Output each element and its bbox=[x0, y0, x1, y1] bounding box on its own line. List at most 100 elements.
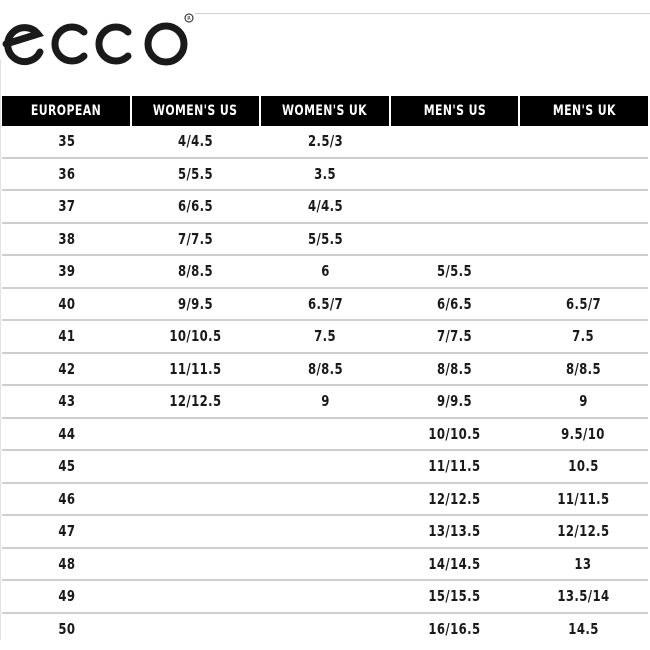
header-mens-uk: MEN'S UK bbox=[520, 96, 648, 126]
cell-womens-uk: 8/8.5 bbox=[307, 359, 343, 378]
cell-mens-uk bbox=[519, 256, 648, 287]
cell-womens-us bbox=[131, 484, 260, 515]
table-row: 43 12/12.5 9 9/9.5 9 bbox=[2, 386, 648, 419]
cell-european: 42 bbox=[58, 359, 76, 378]
cell-womens-us: 5/5.5 bbox=[178, 164, 214, 183]
cell-womens-us bbox=[131, 549, 260, 580]
cell-womens-uk bbox=[260, 516, 389, 547]
header-womens-us: WOMEN'S US bbox=[131, 96, 260, 126]
table-row: 49 15/15.5 13.5/14 bbox=[2, 581, 648, 614]
cell-european: 44 bbox=[58, 424, 76, 443]
cell-mens-uk: 14.5 bbox=[568, 619, 599, 638]
cell-mens-us: 8/8.5 bbox=[436, 359, 472, 378]
cell-womens-uk bbox=[260, 614, 389, 645]
cell-womens-us: 7/7.5 bbox=[178, 229, 214, 248]
cell-mens-uk: 13 bbox=[574, 554, 592, 573]
top-divider bbox=[195, 13, 650, 14]
cell-womens-uk: 3.5 bbox=[314, 164, 336, 183]
cell-european: 39 bbox=[58, 262, 76, 281]
cell-mens-us: 6/6.5 bbox=[436, 294, 472, 313]
cell-european: 37 bbox=[58, 197, 76, 216]
table-header: EUROPEAN WOMEN'S US WOMEN'S UK MEN'S US … bbox=[2, 96, 648, 126]
cell-womens-us: 8/8.5 bbox=[178, 262, 214, 281]
cell-european: 36 bbox=[58, 164, 76, 183]
cell-mens-uk bbox=[519, 159, 648, 190]
cell-womens-us: 6/6.5 bbox=[178, 197, 214, 216]
cell-womens-uk: 9 bbox=[320, 392, 330, 411]
cell-mens-us: 11/11.5 bbox=[428, 457, 481, 476]
cell-mens-uk: 7.5 bbox=[572, 327, 595, 346]
table-row: 47 13/13.5 12/12.5 bbox=[2, 516, 648, 549]
cell-womens-uk bbox=[260, 484, 389, 515]
cell-mens-us bbox=[390, 159, 519, 190]
cell-womens-uk: 5/5.5 bbox=[307, 229, 343, 248]
table-row: 44 10/10.5 9.5/10 bbox=[2, 419, 648, 451]
cell-mens-uk: 9.5/10 bbox=[561, 424, 606, 443]
cell-mens-uk: 9 bbox=[579, 392, 588, 411]
cell-mens-uk: 6.5/7 bbox=[565, 294, 601, 313]
cell-womens-uk bbox=[260, 451, 389, 482]
table-row: 48 14/14.5 13 bbox=[2, 549, 648, 581]
header-european: EUROPEAN bbox=[2, 96, 130, 126]
cell-european: 45 bbox=[58, 457, 76, 476]
ecco-logo: R bbox=[2, 13, 194, 66]
cell-womens-uk: 7.5 bbox=[314, 327, 336, 346]
cell-womens-us bbox=[131, 516, 260, 547]
size-chart-table: EUROPEAN WOMEN'S US WOMEN'S UK MEN'S US … bbox=[2, 96, 648, 644]
cell-european: 48 bbox=[58, 554, 76, 573]
table-row: 38 7/7.5 5/5.5 bbox=[2, 224, 648, 256]
cell-mens-uk: 12/12.5 bbox=[557, 522, 610, 541]
cell-mens-us: 16/16.5 bbox=[428, 619, 481, 638]
cell-womens-us: 12/12.5 bbox=[169, 392, 222, 411]
cell-mens-uk: 13.5/14 bbox=[557, 587, 610, 606]
cell-mens-us: 10/10.5 bbox=[428, 424, 481, 443]
cell-mens-uk bbox=[519, 126, 648, 157]
header-womens-uk: WOMEN'S UK bbox=[261, 96, 389, 126]
table-row: 41 10/10.5 7.5 7/7.5 7.5 bbox=[2, 321, 648, 354]
cell-european: 35 bbox=[58, 132, 76, 151]
table-row: 39 8/8.5 6 5/5.5 bbox=[2, 256, 648, 289]
header-mens-us: MEN'S US bbox=[390, 96, 519, 126]
cell-european: 50 bbox=[58, 619, 76, 638]
cell-european: 49 bbox=[58, 587, 76, 606]
cell-mens-uk: 10.5 bbox=[568, 457, 599, 476]
table-row: 50 16/16.5 14.5 bbox=[2, 614, 648, 645]
cell-mens-us: 9/9.5 bbox=[436, 392, 472, 411]
cell-european: 40 bbox=[58, 294, 76, 313]
cell-womens-uk bbox=[260, 581, 389, 612]
cell-mens-us: 14/14.5 bbox=[428, 554, 481, 573]
cell-european: 46 bbox=[58, 489, 76, 508]
cell-womens-uk: 6 bbox=[320, 262, 330, 281]
cell-european: 41 bbox=[58, 327, 76, 346]
table-row: 40 9/9.5 6.5/7 6/6.5 6.5/7 bbox=[2, 289, 648, 321]
cell-womens-us: 10/10.5 bbox=[169, 327, 222, 346]
table-row: 46 12/12.5 11/11.5 bbox=[2, 484, 648, 516]
cell-mens-us: 7/7.5 bbox=[436, 327, 472, 346]
table-row: 37 6/6.5 4/4.5 bbox=[2, 191, 648, 224]
cell-european: 38 bbox=[58, 229, 76, 248]
cell-mens-us: 5/5.5 bbox=[436, 262, 472, 281]
cell-mens-uk bbox=[519, 191, 648, 222]
cell-womens-uk bbox=[260, 419, 389, 450]
cell-womens-us bbox=[131, 581, 260, 612]
left-border bbox=[0, 60, 1, 640]
cell-european: 47 bbox=[58, 522, 76, 541]
cell-womens-us: 9/9.5 bbox=[178, 294, 214, 313]
cell-mens-uk: 8/8.5 bbox=[565, 359, 601, 378]
cell-european: 43 bbox=[58, 392, 76, 411]
cell-womens-us bbox=[131, 614, 260, 645]
cell-womens-us bbox=[131, 451, 260, 482]
table-row: 42 11/11.5 8/8.5 8/8.5 8/8.5 bbox=[2, 354, 648, 386]
table-row: 45 11/11.5 10.5 bbox=[2, 451, 648, 484]
svg-text:R: R bbox=[187, 16, 191, 22]
cell-mens-us bbox=[390, 191, 519, 222]
cell-womens-uk: 6.5/7 bbox=[307, 294, 343, 313]
cell-mens-us: 12/12.5 bbox=[428, 489, 481, 508]
table-row: 35 4/4.5 2.5/3 bbox=[2, 126, 648, 159]
cell-mens-us bbox=[390, 224, 519, 255]
cell-womens-uk: 4/4.5 bbox=[307, 197, 343, 216]
cell-womens-us bbox=[131, 419, 260, 450]
cell-mens-us bbox=[390, 126, 519, 157]
table-body: 35 4/4.5 2.5/3 36 5/5.5 3.5 37 6/6.5 4/4.5 38 7/7.… bbox=[2, 126, 648, 644]
table-row: 36 5/5.5 3.5 bbox=[2, 159, 648, 191]
